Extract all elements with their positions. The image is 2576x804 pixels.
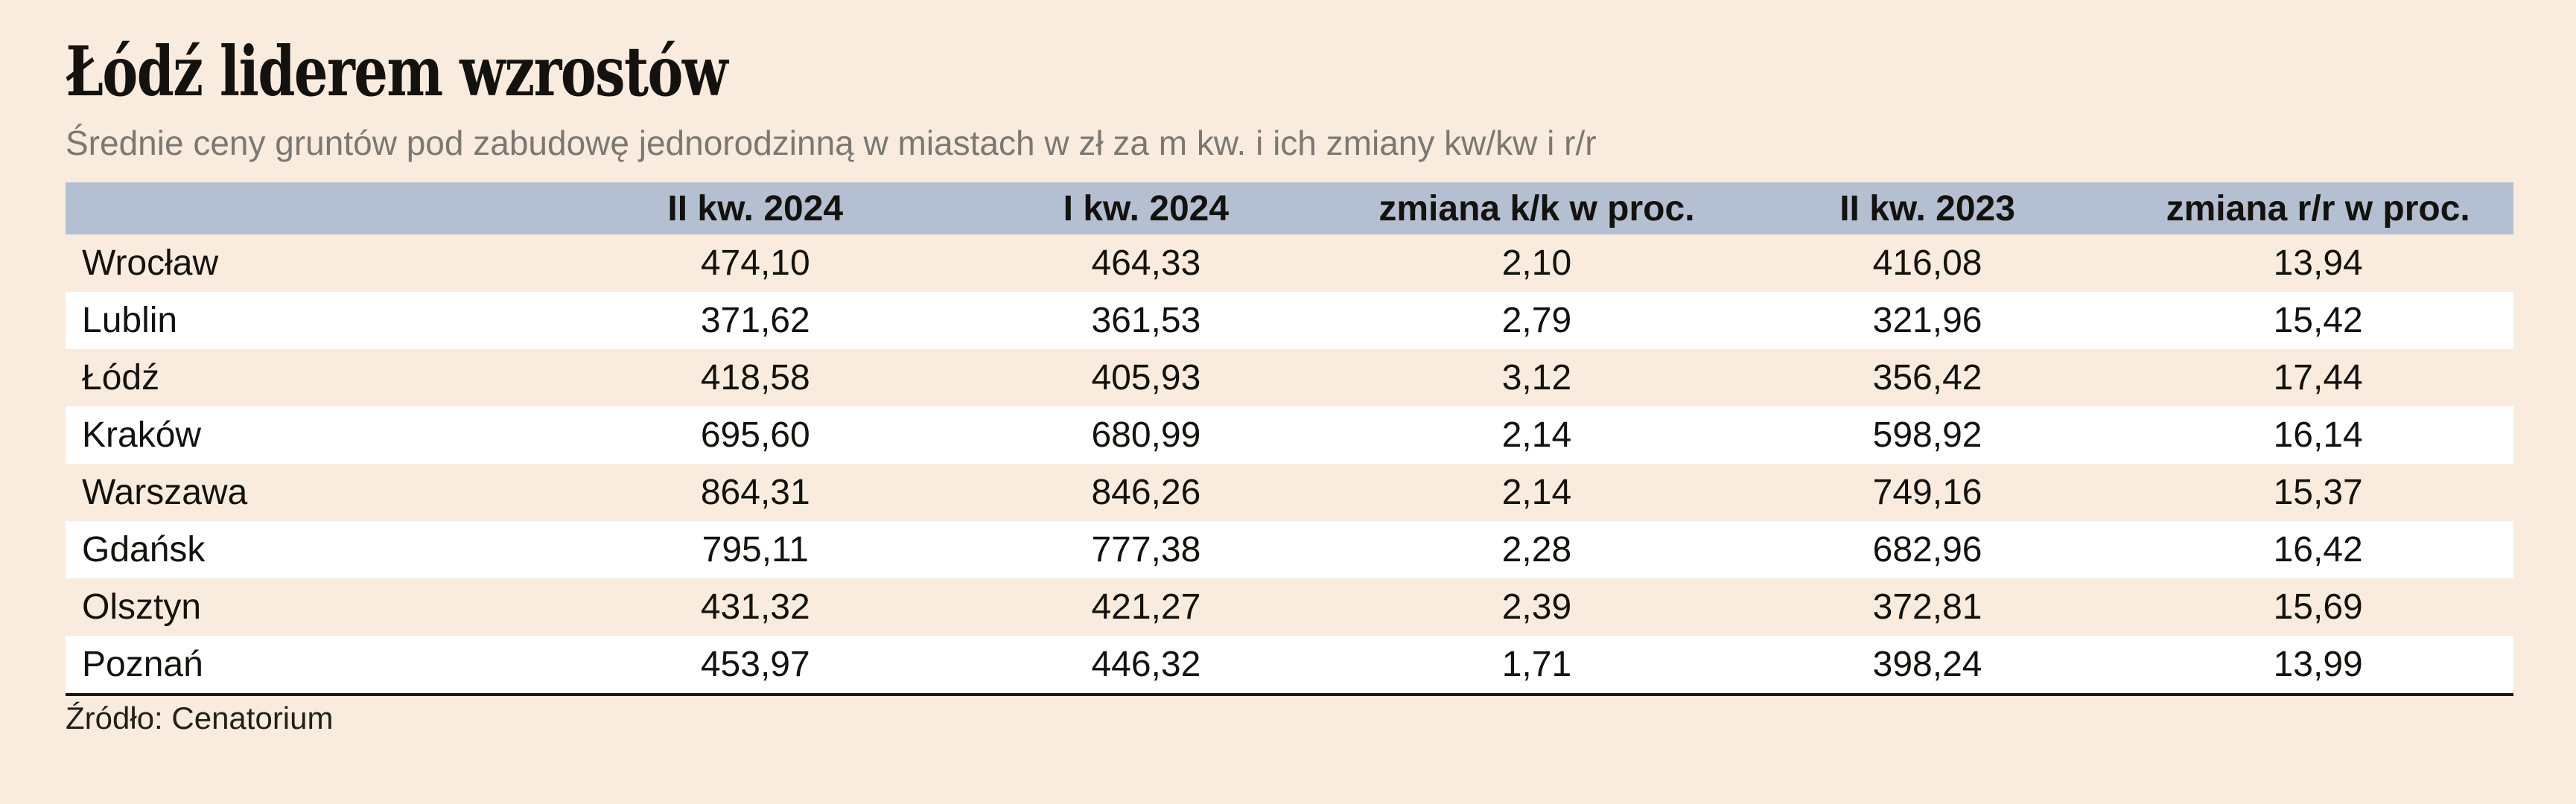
table-row-gdansk: Gdańsk 795,11 777,38 2,28 682,96 16,42 [66,521,2513,579]
value-cell-change-yy: 15,37 [2273,473,2363,513]
value-cell-q2-2023: 398,24 [1872,645,1982,685]
value-cell-q1-2024: 846,26 [1091,473,1201,513]
col-header-q2-2024: II kw. 2024 [559,182,951,235]
value-cell-q2-2023: 682,96 [1872,530,1982,570]
table-row-lublin: Lublin 371,62 361,53 2,79 321,96 15,42 [66,292,2513,350]
col-header-city [66,182,560,235]
value-cell-q2-2024: 431,32 [700,587,810,628]
value-cell-change-qq: 2,39 [1501,587,1572,628]
value-cell-q1-2024: 361,53 [1091,301,1201,341]
value-cell-q2-2023: 749,16 [1872,473,1982,513]
table-row-poznan: Poznań 453,97 446,32 1,71 398,24 13,99 [66,636,2513,695]
land-price-table: II kw. 2024 I kw. 2024 zmiana k/k w proc… [66,182,2513,697]
city-cell: Łódź [82,358,160,398]
col-header-change-qq: zmiana k/k w proc. [1341,182,1732,235]
value-cell-change-yy: 16,42 [2273,530,2363,570]
table-row-wroclaw: Wrocław 474,10 464,33 2,10 416,08 13,94 [66,234,2513,292]
value-cell-q2-2024: 695,60 [700,415,810,456]
value-cell-change-yy: 17,44 [2273,358,2363,398]
value-cell-change-qq: 2,79 [1501,301,1572,341]
value-cell-change-yy: 16,14 [2273,415,2363,456]
value-cell-change-qq: 2,14 [1501,415,1572,456]
col-header-q2-2023: II kw. 2023 [1731,182,2123,235]
col-header-change-yy: zmiana r/r w proc. [2122,182,2513,235]
value-cell-q2-2024: 371,62 [700,301,810,341]
table-row-olsztyn: Olsztyn 431,32 421,27 2,39 372,81 15,69 [66,578,2513,636]
city-cell: Gdańsk [82,530,206,570]
city-cell: Poznań [82,645,203,685]
value-cell-change-yy: 13,94 [2273,243,2363,284]
value-cell-change-qq: 2,10 [1501,243,1572,284]
value-cell-q2-2023: 372,81 [1872,587,1982,628]
value-cell-change-yy: 15,42 [2273,301,2363,341]
value-cell-q2-2024: 864,31 [700,473,810,513]
value-cell-q1-2024: 446,32 [1091,645,1201,685]
value-cell-q2-2024: 453,97 [700,645,810,685]
value-cell-q2-2023: 416,08 [1872,243,1982,284]
value-cell-q2-2024: 418,58 [700,358,810,398]
value-cell-q1-2024: 777,38 [1091,530,1201,570]
value-cell-change-yy: 13,99 [2273,645,2363,685]
table-header-row: II kw. 2024 I kw. 2024 zmiana k/k w proc… [66,182,2513,235]
source-note: Źródło: Cenatorium [66,701,334,736]
chart-subtitle: Średnie ceny gruntów pod zabudowę jednor… [66,123,1597,162]
city-cell: Lublin [82,301,178,341]
value-cell-q2-2023: 356,42 [1872,358,1982,398]
chart-title: Łódź liderem wzrostów [66,31,728,112]
table-row-krakow: Kraków 695,60 680,99 2,14 598,92 16,14 [66,406,2513,465]
value-cell-change-qq: 3,12 [1501,358,1572,398]
value-cell-q1-2024: 680,99 [1091,415,1201,456]
city-cell: Olsztyn [82,587,202,628]
value-cell-change-qq: 2,28 [1501,530,1572,570]
value-cell-q1-2024: 464,33 [1091,243,1201,284]
col-header-q1-2024: I kw. 2024 [950,182,1342,235]
city-cell: Warszawa [82,473,248,513]
table-row-lodz: Łódź 418,58 405,93 3,12 356,42 17,44 [66,349,2513,406]
value-cell-q2-2023: 598,92 [1872,415,1982,456]
city-cell: Wrocław [82,243,219,284]
value-cell-q2-2024: 474,10 [700,243,810,284]
value-cell-change-qq: 2,14 [1501,473,1572,513]
table-row-warszawa: Warszawa 864,31 846,26 2,14 749,16 15,37 [66,464,2513,521]
value-cell-change-qq: 1,71 [1501,645,1572,685]
value-cell-q2-2023: 321,96 [1872,301,1982,341]
value-cell-q1-2024: 405,93 [1091,358,1201,398]
value-cell-change-yy: 15,69 [2273,587,2363,628]
value-cell-q2-2024: 795,11 [702,530,809,570]
city-cell: Kraków [82,415,202,456]
value-cell-q1-2024: 421,27 [1091,587,1201,628]
